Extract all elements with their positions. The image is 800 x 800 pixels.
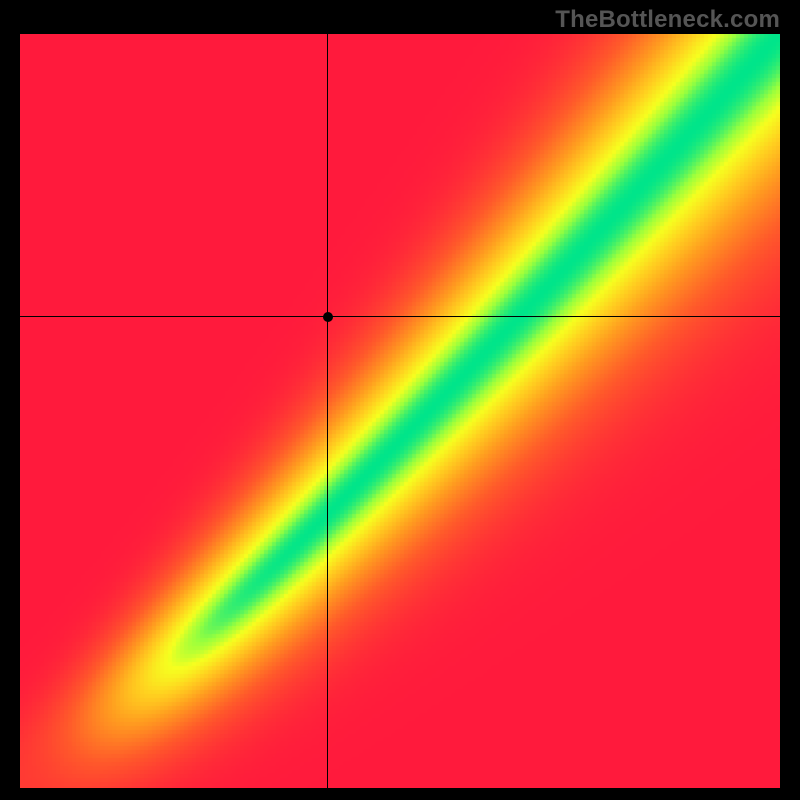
figure-outer: TheBottleneck.com [0,0,800,800]
crosshair-horizontal [20,316,780,317]
crosshair-vertical [327,34,328,788]
watermark-text: TheBottleneck.com [555,6,780,34]
heatmap-canvas [20,34,780,788]
data-point-marker [323,312,333,322]
plot-area [20,34,780,788]
